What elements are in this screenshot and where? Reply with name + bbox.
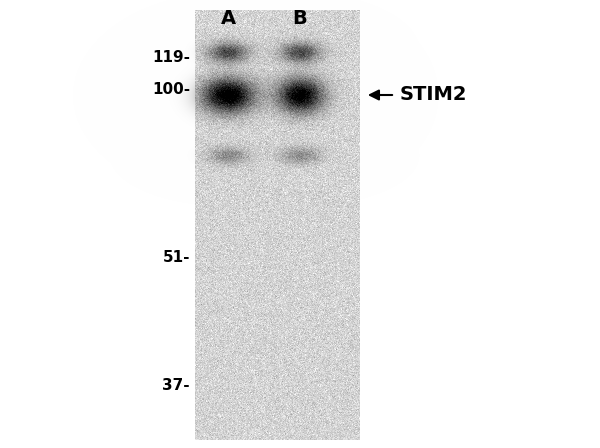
Text: A: A — [220, 9, 236, 27]
Text: 51-: 51- — [163, 250, 190, 266]
Text: 37-: 37- — [163, 378, 190, 392]
Text: STIM2: STIM2 — [400, 86, 467, 104]
Text: B: B — [293, 9, 307, 27]
Text: 100-: 100- — [152, 82, 190, 98]
Text: 119-: 119- — [152, 51, 190, 65]
